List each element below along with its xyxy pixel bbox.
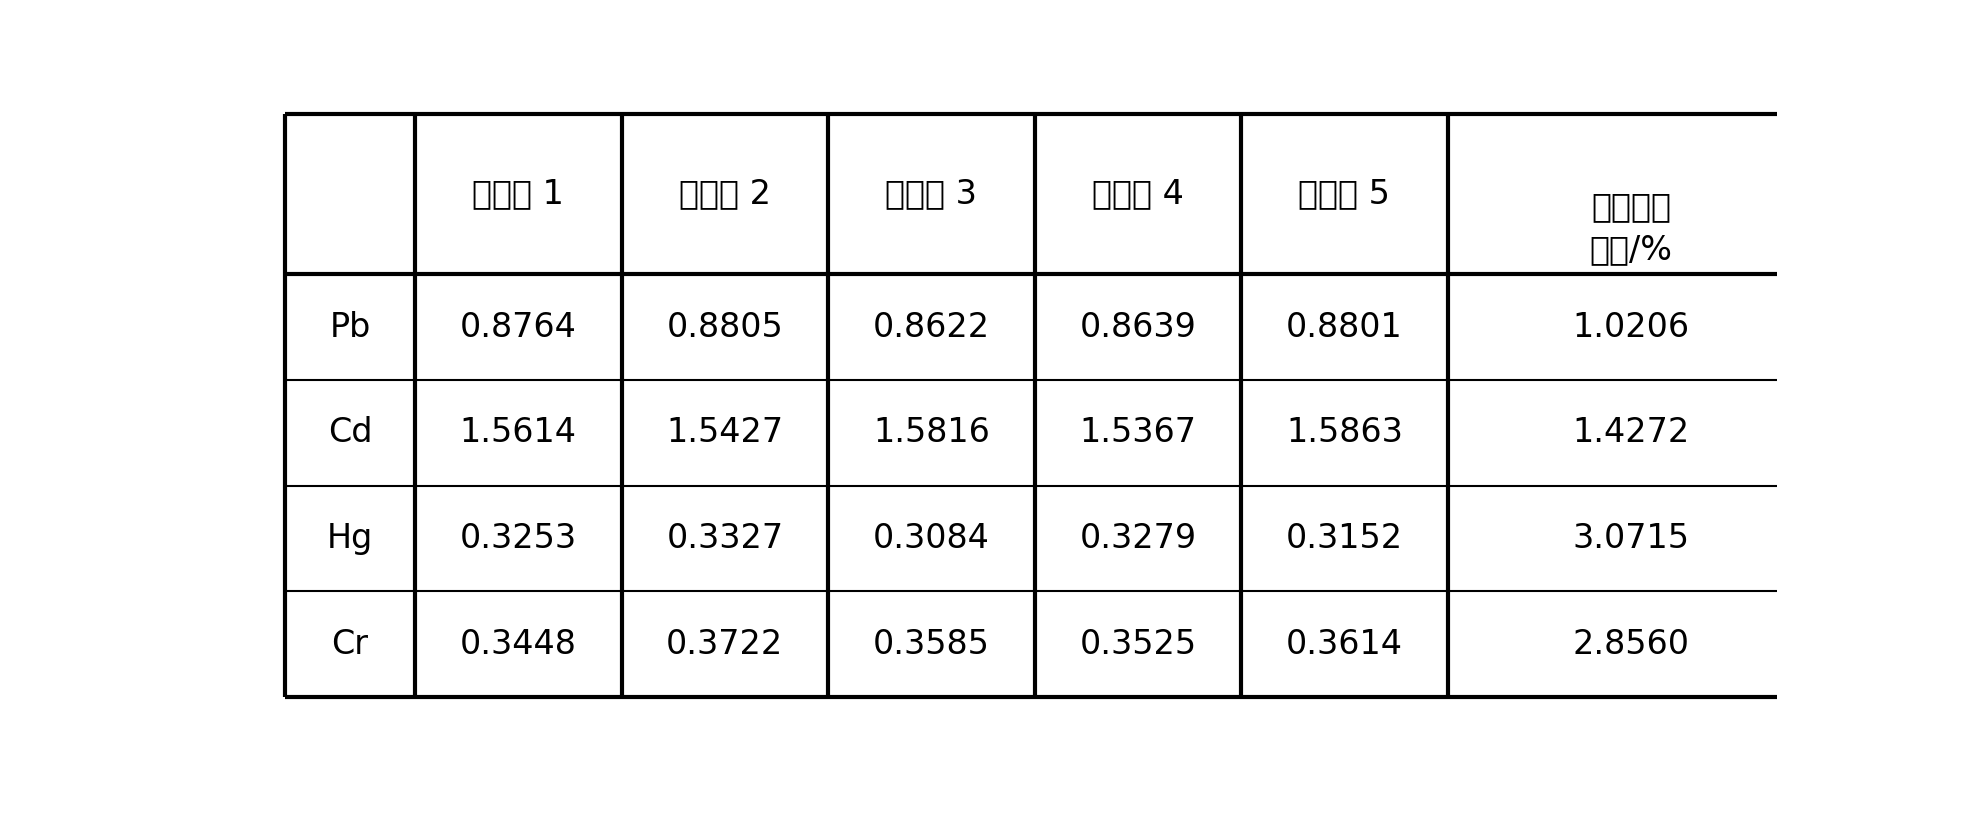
Text: 1.5863: 1.5863 [1284, 416, 1403, 449]
Text: 1.5427: 1.5427 [667, 416, 783, 449]
Text: 0.3327: 0.3327 [667, 522, 783, 555]
Text: 3.0715: 3.0715 [1572, 522, 1689, 555]
Text: 0.3448: 0.3448 [460, 627, 576, 661]
Text: 1.0206: 1.0206 [1572, 310, 1689, 343]
Text: 相对标准: 相对标准 [1590, 190, 1671, 223]
Text: Pb: Pb [329, 310, 371, 343]
Text: 1.5816: 1.5816 [872, 416, 988, 449]
Text: 0.3722: 0.3722 [665, 627, 783, 661]
Text: 实验室 3: 实验室 3 [886, 177, 977, 211]
Text: 0.8622: 0.8622 [872, 310, 988, 343]
Text: 1.4272: 1.4272 [1572, 416, 1689, 449]
Text: 0.3614: 0.3614 [1284, 627, 1403, 661]
Text: 实验室 5: 实验室 5 [1298, 177, 1389, 211]
Text: 0.3585: 0.3585 [872, 627, 988, 661]
Text: 0.3525: 0.3525 [1079, 627, 1196, 661]
Text: 2.8560: 2.8560 [1572, 627, 1689, 661]
Text: 0.3279: 0.3279 [1079, 522, 1196, 555]
Text: 0.8805: 0.8805 [667, 310, 783, 343]
Text: Hg: Hg [328, 522, 373, 555]
Text: 实验室 2: 实验室 2 [679, 177, 769, 211]
Text: 0.8801: 0.8801 [1284, 310, 1403, 343]
Text: 1.5614: 1.5614 [460, 416, 576, 449]
Text: 1.5367: 1.5367 [1079, 416, 1196, 449]
Text: 0.8764: 0.8764 [460, 310, 576, 343]
Text: 0.8639: 0.8639 [1079, 310, 1196, 343]
Text: Cr: Cr [331, 627, 369, 661]
Text: 实验室 4: 实验室 4 [1091, 177, 1184, 211]
Text: 0.3152: 0.3152 [1284, 522, 1403, 555]
Text: Cd: Cd [328, 416, 373, 449]
Text: 实验室 1: 实验室 1 [472, 177, 564, 211]
Text: 偏差/%: 偏差/% [1588, 234, 1671, 266]
Text: 0.3084: 0.3084 [872, 522, 988, 555]
Text: 0.3253: 0.3253 [460, 522, 576, 555]
